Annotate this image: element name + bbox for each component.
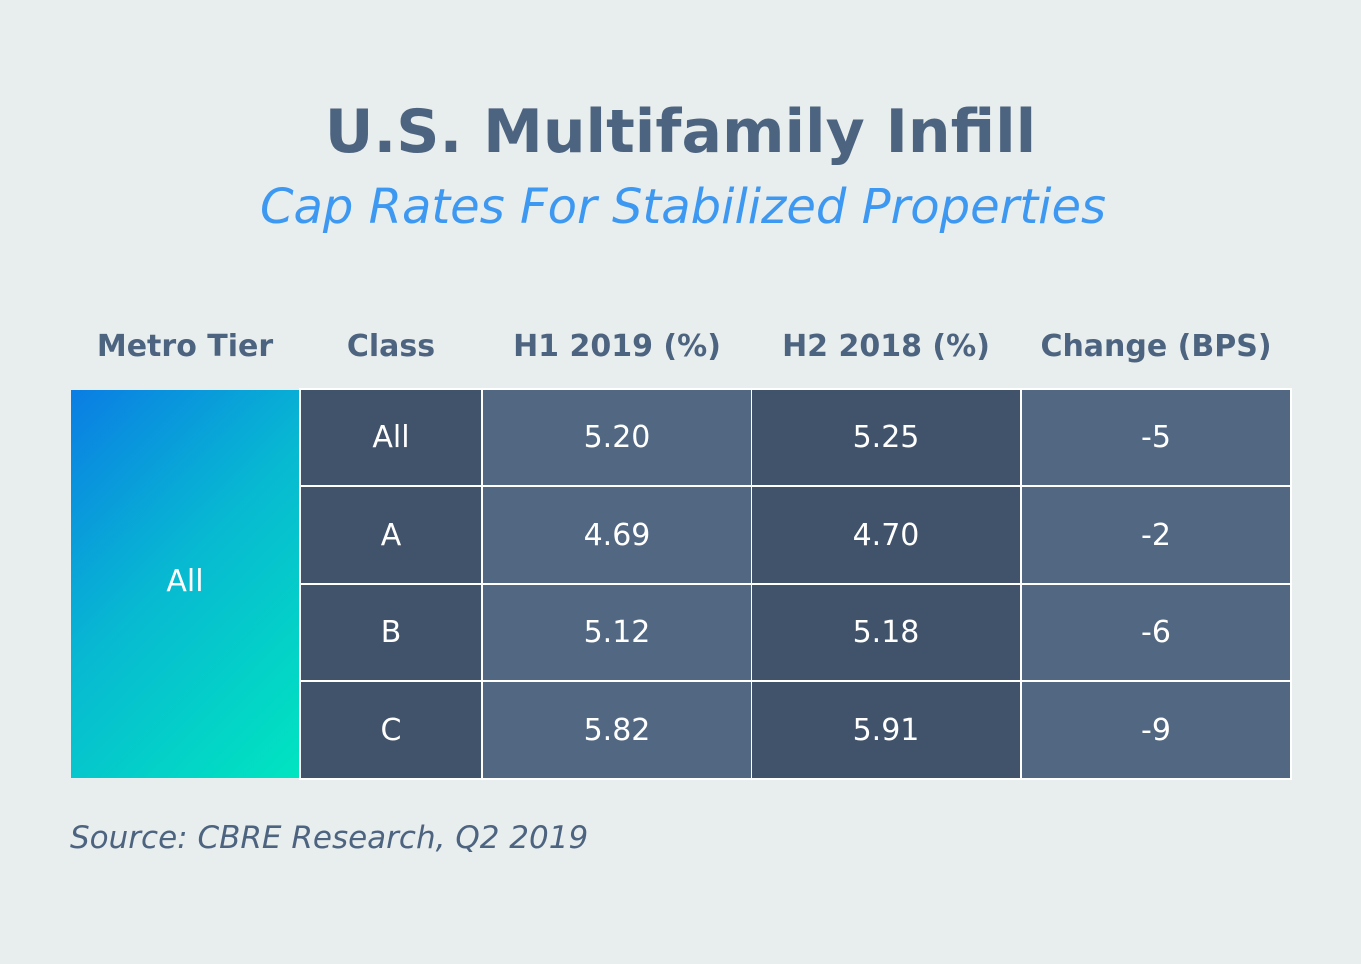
change-cell: -6 bbox=[1022, 585, 1290, 680]
h2-2018-cell: 5.91 bbox=[752, 682, 1020, 778]
change-cell: -5 bbox=[1022, 390, 1290, 485]
class-cell: B bbox=[301, 585, 481, 680]
h1-2019-cell: 4.69 bbox=[483, 487, 751, 583]
chart-subtitle: Cap Rates For Stabilized Properties bbox=[259, 179, 1107, 235]
class-cell: All bbox=[301, 390, 481, 485]
source-note: Source: CBRE Research, Q2 2019 bbox=[70, 820, 589, 856]
column-header-h2-2018: H2 2018 (%) bbox=[782, 329, 990, 364]
metro-tier-label: All bbox=[166, 564, 204, 599]
h2-2018-cell: 5.18 bbox=[752, 585, 1020, 680]
column-header-class: Class bbox=[346, 329, 436, 364]
h2-2018-cell: 5.25 bbox=[752, 390, 1020, 485]
h2-2018-cell: 4.70 bbox=[752, 487, 1020, 583]
class-cell: C bbox=[301, 682, 481, 778]
column-header-change: Change (BPS) bbox=[1040, 329, 1272, 364]
h1-2019-cell: 5.12 bbox=[483, 585, 751, 680]
change-cell: -2 bbox=[1022, 487, 1290, 583]
h1-2019-cell: 5.82 bbox=[483, 682, 751, 778]
metro-tier-cell: All bbox=[71, 390, 299, 778]
column-header-metro-tier: Metro Tier bbox=[96, 329, 274, 364]
h1-2019-cell: 5.20 bbox=[483, 390, 751, 485]
column-header-h1-2019: H1 2019 (%) bbox=[513, 329, 721, 364]
class-cell: A bbox=[301, 487, 481, 583]
chart-title: U.S. Multifamily Infill bbox=[324, 97, 1037, 167]
change-cell: -9 bbox=[1022, 682, 1290, 778]
